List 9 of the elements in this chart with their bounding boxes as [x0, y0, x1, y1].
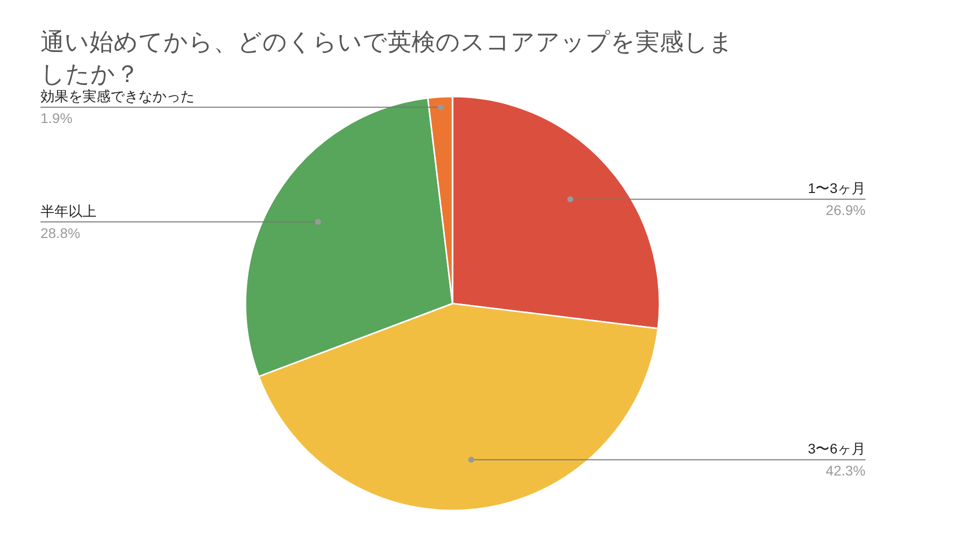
data-label: 26.9%: [826, 202, 866, 218]
chart-title: 通い始めてから、どのくらいで英検のスコアアップを実感しましたか？: [40, 29, 734, 88]
data-label: 42.3%: [826, 462, 866, 479]
slice-label: 1〜3ヶ月: [808, 180, 866, 196]
data-label: 28.8%: [40, 224, 80, 241]
slice-label: 半年以上: [40, 202, 96, 219]
slice-label: 3〜6ヶ月: [808, 440, 866, 457]
slice-label: 効果を実感できなかった: [40, 88, 194, 104]
data-label: 1.9%: [40, 110, 72, 126]
